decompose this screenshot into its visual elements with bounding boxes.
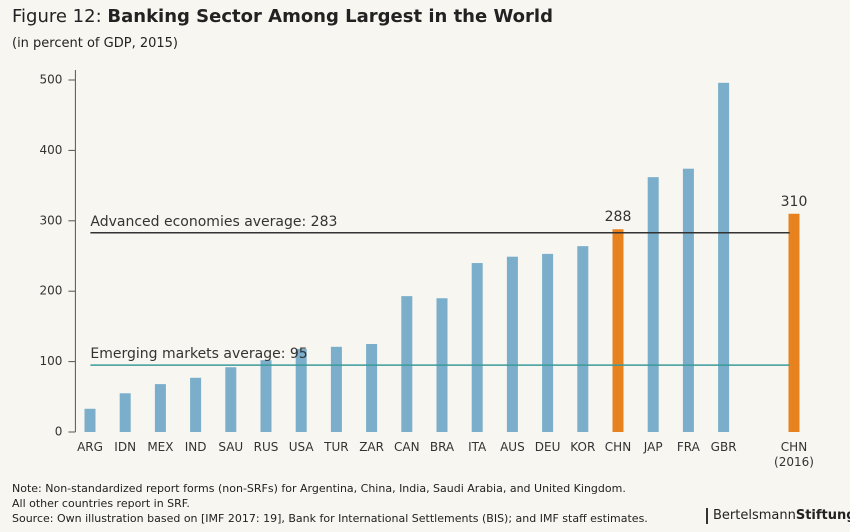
title-text: Banking Sector Among Largest in the Worl… (107, 6, 553, 27)
x-tick-label: USA (288, 440, 314, 454)
y-tick-label: 200 (39, 284, 62, 298)
bar (577, 246, 589, 432)
value-label: 310 (781, 194, 808, 210)
note: Source: Own illustration based on [IMF 2… (12, 512, 648, 525)
bar (260, 360, 272, 432)
y-tick-label: 500 (39, 73, 62, 87)
value-label: 288 (605, 209, 632, 225)
bar (366, 344, 378, 432)
bar (154, 384, 166, 432)
bar (330, 346, 342, 432)
bar (682, 168, 694, 433)
x-tick-label: JAP (643, 440, 663, 454)
y-tick-label: 0 (55, 425, 63, 439)
x-tick-label: MEX (147, 440, 174, 454)
x-tick-label: ZAR (359, 440, 384, 454)
bar (84, 408, 96, 432)
bar (788, 213, 800, 432)
bar (295, 348, 307, 432)
x-tick-label: KOR (570, 440, 596, 454)
subtitle: (in percent of GDP, 2015) (12, 36, 178, 51)
x-tick-label: AUS (500, 440, 525, 454)
bar (190, 377, 202, 432)
x-tick-label: RUS (253, 440, 279, 454)
x-tick-label: FRA (676, 440, 700, 454)
x-tick-label: CAN (394, 440, 420, 454)
brand-b: Stiftung (795, 508, 850, 523)
bar (225, 367, 237, 432)
x-tick-label: SAU (218, 440, 244, 454)
bar (647, 177, 659, 432)
note: All other countries report in SRF. (12, 497, 190, 510)
title: Figure 12: Banking Sector Among Largest … (12, 6, 553, 27)
reference-label: Emerging markets average: 95 (90, 346, 307, 362)
x-tick-label: GBR (710, 440, 737, 454)
y-tick-label: 400 (39, 143, 62, 157)
bar (471, 263, 483, 432)
x-tick-label: ITA (468, 440, 487, 454)
brand: BertelsmannStiftung (706, 508, 850, 524)
bar (542, 253, 554, 432)
brand-a: Bertelsmann (713, 508, 796, 523)
bar (718, 82, 730, 432)
x-tick-label: CHN (604, 440, 632, 454)
x-tick-label: IDN (114, 440, 137, 454)
x-tick-label: BRA (429, 440, 455, 454)
x-tick-label: CHN (2016) (774, 440, 814, 469)
x-tick-label: DEU (534, 440, 561, 454)
bar (612, 229, 624, 432)
bar (506, 256, 518, 432)
x-tick-label: ARG (77, 440, 103, 454)
x-tick-label: TUR (324, 440, 349, 454)
bar (401, 296, 413, 432)
reference-label: Advanced economies average: 283 (90, 214, 337, 230)
title-prefix: Figure 12: (12, 6, 102, 27)
note: Note: Non-standardized report forms (non… (12, 482, 626, 495)
y-tick-label: 300 (39, 213, 62, 227)
y-tick-label: 100 (39, 354, 62, 368)
notes: Note: Non-standardized report forms (non… (12, 481, 648, 526)
x-tick-label: IND (184, 440, 207, 454)
bar (119, 393, 131, 432)
